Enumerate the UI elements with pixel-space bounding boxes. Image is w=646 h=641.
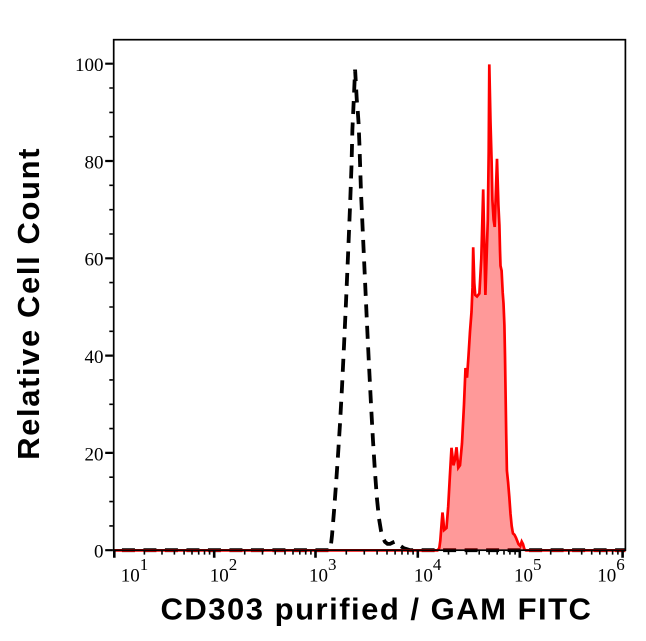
svg-text:80: 80 [85,152,104,173]
svg-text:0: 0 [94,542,104,563]
svg-text:Relative Cell Count: Relative Cell Count [11,147,46,460]
svg-text:40: 40 [85,347,104,368]
svg-text:60: 60 [85,250,104,271]
svg-text:20: 20 [85,444,104,465]
svg-text:100: 100 [75,55,104,76]
svg-text:CD303 purified / GAM FITC: CD303 purified / GAM FITC [161,592,593,627]
